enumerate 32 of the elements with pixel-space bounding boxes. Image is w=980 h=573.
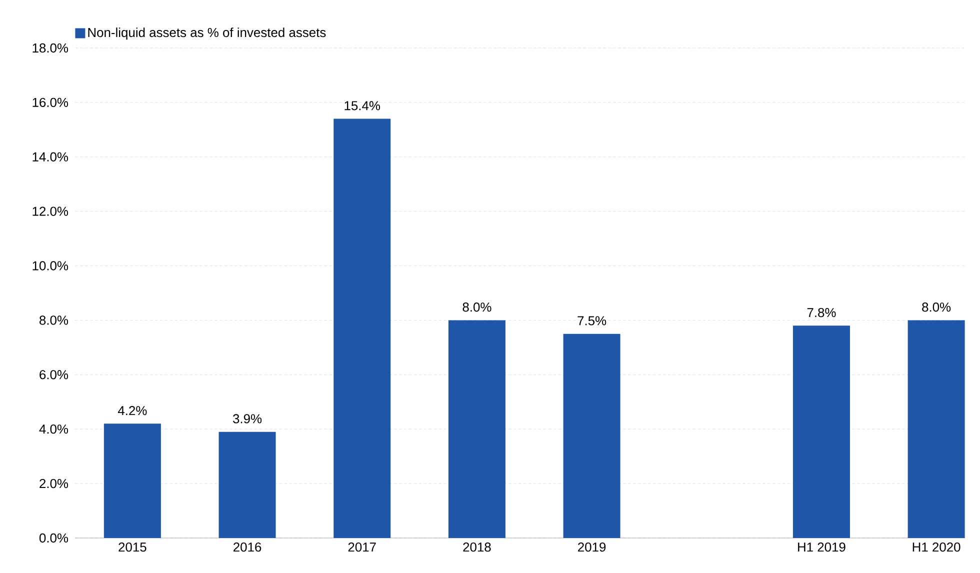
y-tick-label: 6.0% [40, 370, 68, 380]
bar [334, 118, 391, 538]
bar [448, 320, 506, 538]
y-tick-label: 14.0% [32, 152, 68, 162]
y-tick-label: 8.0% [40, 316, 68, 325]
y-tick-label: 0.0% [39, 533, 68, 543]
y-tick-label: 12.0% [32, 206, 68, 216]
x-tick-label: 2015 [118, 542, 146, 552]
bar [792, 326, 850, 538]
x-tick-label: 2018 [463, 542, 491, 552]
data-label: 7.5% [578, 316, 606, 326]
bar [563, 334, 620, 538]
y-tick-label: 18.0% [32, 43, 68, 53]
data-label: 4.2% [118, 406, 147, 416]
y-tick-label: 2.0% [40, 478, 68, 488]
x-tick-label: 2017 [348, 542, 376, 552]
x-tick-label: 2016 [234, 542, 262, 552]
x-tick-label: H1 2020 [912, 542, 960, 552]
y-tick-label: 4.0% [39, 424, 68, 434]
data-label: 8.0% [922, 302, 951, 312]
bar [908, 320, 965, 538]
x-tick-label: 2019 [578, 542, 606, 552]
bar [218, 432, 276, 538]
bar [104, 424, 161, 538]
x-tick-label: H1 2019 [798, 542, 846, 552]
legend-label: Non-liquid assets as % of invested assets [88, 28, 326, 40]
data-label: 8.0% [462, 302, 492, 312]
y-tick-label: 10.0% [32, 261, 68, 270]
data-label: 3.9% [233, 414, 262, 424]
data-label: 15.4% [344, 101, 380, 110]
data-label: 7.8% [807, 308, 836, 318]
y-tick-label: 16.0% [32, 98, 68, 108]
